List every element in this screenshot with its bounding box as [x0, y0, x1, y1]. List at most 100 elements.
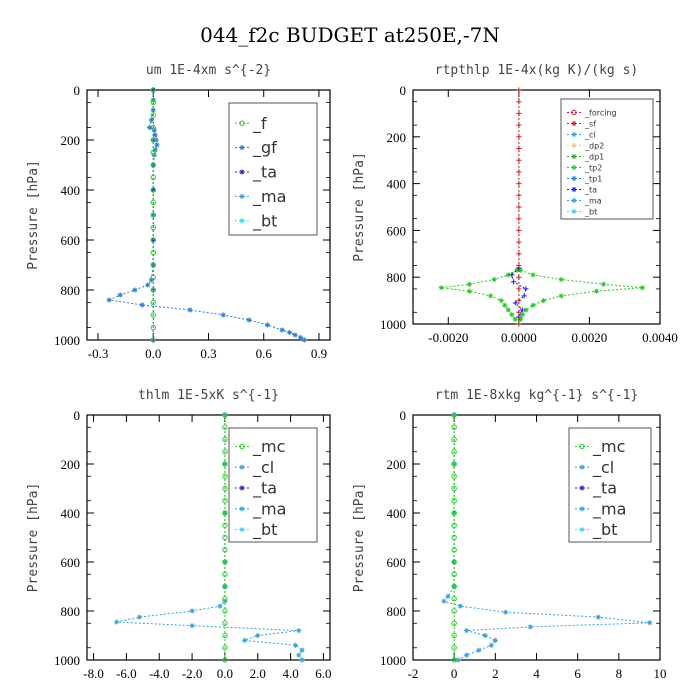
legend-label: _dp1	[584, 152, 604, 161]
data-point-f	[150, 149, 156, 156]
data-point-gf	[153, 137, 159, 143]
data-point-f	[150, 224, 156, 231]
data-point-mc	[451, 522, 457, 528]
legend-marker	[571, 109, 577, 116]
data-point-gf	[106, 297, 112, 303]
data-point-f	[150, 249, 156, 256]
data-point-cl	[242, 637, 248, 643]
x-tick-label: 6.0	[315, 666, 331, 681]
data-point-tp2-lower	[466, 288, 473, 294]
panel-title: thlm 1E-5xK s^{-1}	[138, 388, 279, 403]
y-axis-label: Pressure [hPa]	[352, 483, 367, 593]
data-point-tp2-lower	[438, 285, 444, 291]
legend-label: _ma	[252, 187, 286, 207]
data-point-tp2-lower	[491, 276, 497, 283]
data-point-gf	[264, 322, 271, 328]
data-point-cl	[503, 609, 509, 615]
data-point-mc	[451, 449, 457, 455]
y-tick-label: 400	[61, 183, 81, 198]
data-point-mc	[451, 534, 457, 541]
legend-label: _ta	[252, 479, 277, 499]
data-point-forcing	[516, 204, 522, 210]
legend-label: _cl	[252, 458, 274, 478]
data-point-cl	[299, 657, 305, 663]
legend-label: _ma	[592, 499, 626, 519]
legend-marker	[239, 169, 245, 175]
legend-marker	[571, 153, 577, 160]
legend-label: _ta	[592, 479, 617, 499]
data-point-forcing	[516, 145, 522, 152]
data-point-f	[150, 174, 156, 181]
data-point-cl	[292, 642, 299, 648]
data-point-gf	[279, 327, 285, 333]
y-tick-label: 1000	[380, 653, 406, 668]
x-tick-label: 8	[616, 666, 623, 681]
data-point-forcing	[516, 239, 522, 245]
data-point-mc	[451, 583, 457, 590]
data-point-gf	[146, 124, 153, 131]
data-point-mc	[451, 596, 457, 602]
data-point-cl	[476, 647, 482, 653]
legend-marker	[579, 443, 585, 450]
data-point-cl	[189, 608, 195, 614]
data-point-cl	[451, 559, 457, 565]
legend-label: _cl	[592, 458, 614, 478]
x-tick-label: 0.0	[145, 346, 161, 361]
panel-title: rtpthlp 1E-4x(kg K)/(kg s)	[435, 63, 639, 78]
data-point-tp2-upper	[540, 298, 547, 304]
data-point-tp2-upper	[530, 272, 536, 278]
data-point-mc	[451, 473, 457, 479]
data-point-forcing	[516, 157, 522, 163]
data-point-tp2-upper	[558, 276, 564, 283]
y-tick-label: 600	[61, 233, 81, 248]
data-point-forcing	[516, 110, 522, 116]
data-point-cl	[463, 652, 470, 658]
legend: _forcing _sf _cl _dp2 _dp1 _tp2 _tp1 _ta _ma _bt	[560, 98, 654, 220]
data-point-gf	[148, 117, 155, 123]
y-tick-label: 1000	[54, 333, 80, 348]
data-point-mc	[451, 485, 457, 492]
data-point-cl	[255, 632, 261, 639]
data-point-tp2-upper	[558, 293, 564, 299]
x-tick-label: 0.0	[217, 666, 233, 681]
y-tick-label: 1000	[54, 653, 80, 668]
data-point-gf	[145, 282, 151, 288]
data-point-mc	[222, 498, 228, 504]
data-point-cl	[299, 647, 305, 653]
data-point-mc	[222, 547, 228, 553]
data-point-tp2-lower	[514, 267, 520, 273]
data-point-gf	[150, 162, 156, 168]
data-point-gf	[187, 307, 193, 313]
x-tick-label: 0.3	[200, 346, 216, 361]
data-point-mc	[451, 461, 457, 467]
x-tick-label: 4	[533, 666, 540, 681]
data-point-mc	[222, 632, 228, 639]
legend-label: _tp1	[584, 174, 602, 183]
y-tick-label: 200	[387, 130, 407, 145]
data-point-f	[150, 274, 156, 281]
data-point-mc	[222, 583, 228, 590]
data-point-gf	[301, 337, 307, 343]
legend-marker	[239, 464, 245, 470]
legend-label: _bt	[252, 520, 277, 540]
data-point-mc	[222, 608, 228, 614]
data-point-tp2-lower	[498, 298, 504, 304]
y-tick-label: 200	[387, 457, 407, 472]
x-tick-label: 0	[451, 666, 458, 681]
data-point-mc	[451, 412, 457, 418]
data-point-forcing	[516, 216, 522, 222]
data-point-cl	[296, 652, 302, 658]
data-point-mc	[222, 436, 228, 443]
plot-frame	[412, 89, 661, 325]
data-point-f	[150, 324, 156, 331]
data-point-cl	[595, 614, 601, 620]
panel-4: rtm 1E-8xkg kg^{-1} s^{-1} Pressure [hPa]…	[352, 388, 667, 681]
legend-marker	[239, 443, 245, 450]
data-point-forcing	[516, 134, 522, 140]
legend-marker	[571, 197, 577, 204]
data-point-mc	[222, 620, 228, 626]
y-axis-label: Pressure [hPa]	[352, 152, 367, 262]
panel-title: rtm 1E-8xkg kg^{-1} s^{-1}	[435, 388, 639, 403]
data-point-mc	[451, 436, 457, 443]
